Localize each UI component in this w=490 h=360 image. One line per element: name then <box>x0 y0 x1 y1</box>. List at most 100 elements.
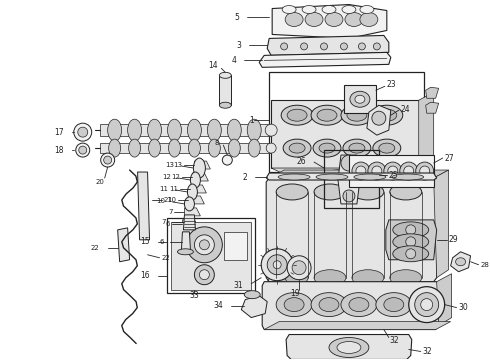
Ellipse shape <box>360 5 374 14</box>
Circle shape <box>199 240 209 250</box>
Text: 14: 14 <box>208 61 218 70</box>
Ellipse shape <box>207 119 221 141</box>
Ellipse shape <box>188 119 201 141</box>
Circle shape <box>343 190 355 202</box>
Text: 11: 11 <box>159 186 169 192</box>
Ellipse shape <box>127 119 142 141</box>
Ellipse shape <box>392 174 424 180</box>
Text: 24: 24 <box>401 105 411 114</box>
Ellipse shape <box>244 291 260 299</box>
Text: 31: 31 <box>234 281 243 290</box>
Ellipse shape <box>287 109 307 121</box>
Bar <box>349 155 434 187</box>
Polygon shape <box>138 172 149 240</box>
Bar <box>168 218 255 293</box>
Text: 17: 17 <box>54 128 64 137</box>
Ellipse shape <box>322 5 336 14</box>
Ellipse shape <box>390 184 422 200</box>
Text: 20: 20 <box>95 179 104 185</box>
Ellipse shape <box>341 293 377 316</box>
Circle shape <box>406 249 416 259</box>
Circle shape <box>195 235 214 255</box>
Polygon shape <box>262 282 439 329</box>
Ellipse shape <box>289 143 305 153</box>
Ellipse shape <box>168 119 181 141</box>
Ellipse shape <box>220 102 231 108</box>
Ellipse shape <box>379 143 395 153</box>
Text: 7: 7 <box>161 219 166 225</box>
Polygon shape <box>189 196 204 204</box>
Text: 3: 3 <box>236 41 241 50</box>
Ellipse shape <box>228 139 240 157</box>
Ellipse shape <box>227 119 241 141</box>
Polygon shape <box>367 105 391 135</box>
Ellipse shape <box>349 298 369 312</box>
Ellipse shape <box>352 184 384 200</box>
Bar <box>269 72 424 172</box>
Polygon shape <box>267 35 389 55</box>
Polygon shape <box>99 143 271 153</box>
Polygon shape <box>220 75 231 105</box>
Circle shape <box>421 299 433 311</box>
Ellipse shape <box>345 13 363 27</box>
Ellipse shape <box>189 139 200 157</box>
Text: 6: 6 <box>166 221 171 227</box>
Circle shape <box>186 227 222 263</box>
Ellipse shape <box>342 5 356 14</box>
Circle shape <box>404 166 414 176</box>
Circle shape <box>320 43 327 50</box>
Text: 19: 19 <box>290 289 300 298</box>
Circle shape <box>372 111 386 125</box>
Circle shape <box>356 166 366 176</box>
Polygon shape <box>118 228 129 262</box>
Ellipse shape <box>285 13 303 27</box>
Circle shape <box>416 162 434 180</box>
Ellipse shape <box>184 197 195 211</box>
Ellipse shape <box>311 105 343 125</box>
Text: 21: 21 <box>164 197 172 203</box>
Ellipse shape <box>316 174 348 180</box>
Ellipse shape <box>191 172 200 188</box>
Ellipse shape <box>283 139 311 157</box>
Circle shape <box>406 225 416 235</box>
Ellipse shape <box>371 105 403 125</box>
Ellipse shape <box>343 139 371 157</box>
Circle shape <box>400 162 418 180</box>
Circle shape <box>292 261 306 275</box>
Ellipse shape <box>281 105 313 125</box>
Text: 16: 16 <box>140 271 149 280</box>
Ellipse shape <box>393 234 429 250</box>
Polygon shape <box>182 220 198 228</box>
Circle shape <box>409 287 444 323</box>
Circle shape <box>358 43 366 50</box>
Text: 13: 13 <box>166 162 174 168</box>
Circle shape <box>300 43 308 50</box>
Text: 8: 8 <box>215 140 220 146</box>
Ellipse shape <box>311 293 347 316</box>
Polygon shape <box>183 215 196 230</box>
Circle shape <box>222 155 232 165</box>
Polygon shape <box>259 53 391 67</box>
Ellipse shape <box>302 5 316 14</box>
Ellipse shape <box>341 105 373 125</box>
Circle shape <box>104 156 112 164</box>
Ellipse shape <box>148 139 161 157</box>
Ellipse shape <box>350 91 370 107</box>
Circle shape <box>266 143 276 153</box>
Ellipse shape <box>317 109 337 121</box>
Polygon shape <box>266 173 437 180</box>
Polygon shape <box>338 155 360 204</box>
Ellipse shape <box>393 222 429 238</box>
Text: 12: 12 <box>163 174 172 180</box>
Polygon shape <box>266 178 437 282</box>
Bar <box>344 85 376 113</box>
Polygon shape <box>184 208 200 216</box>
Ellipse shape <box>319 298 339 312</box>
Text: 23: 23 <box>387 80 396 89</box>
Polygon shape <box>191 185 206 193</box>
Ellipse shape <box>208 139 220 157</box>
Circle shape <box>373 43 380 50</box>
Circle shape <box>261 249 293 281</box>
Ellipse shape <box>360 13 378 27</box>
Polygon shape <box>386 220 437 260</box>
